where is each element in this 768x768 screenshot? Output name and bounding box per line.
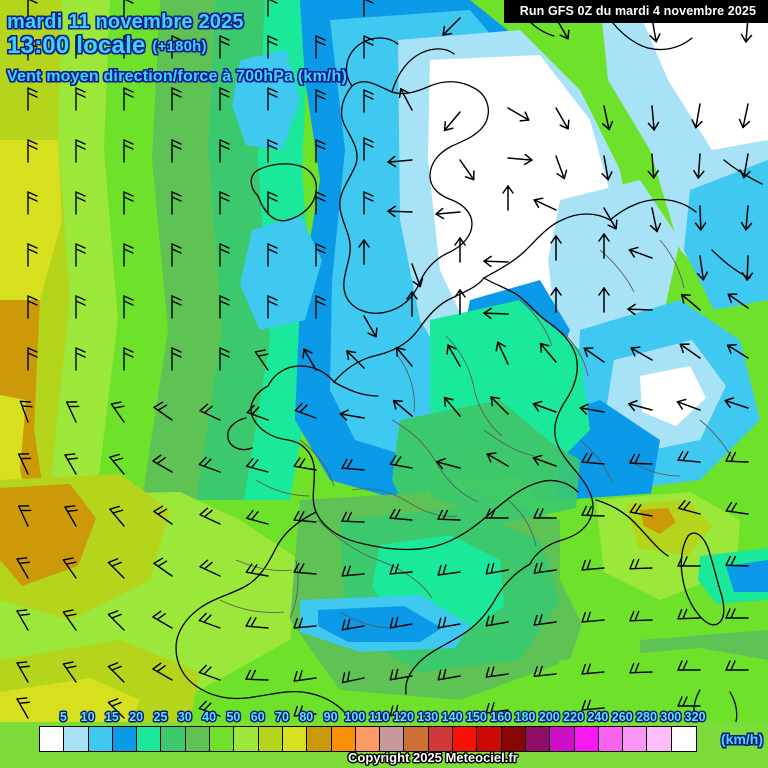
legend-swatch: [647, 727, 672, 751]
copyright-notice: Copyright 2025 Meteociel.fr: [348, 750, 518, 765]
legend-tick: 130: [417, 710, 439, 724]
legend-swatch: [210, 727, 235, 751]
wind-speed-legend: 5 10 15 20 25 30 40 50 60 70 80 90 100 110 120 130 140 15…: [0, 710, 768, 768]
legend-swatch: [428, 727, 454, 751]
legend-swatch: [671, 727, 697, 751]
legend-swatch: [40, 727, 65, 751]
legend-swatch: [234, 727, 259, 751]
legend-swatch: [404, 727, 429, 751]
legend-tick: 20: [129, 710, 144, 724]
legend-tick: 150: [465, 710, 487, 724]
legend-tick-labels: 5 10 15 20 25 30 40 50 60 70 80 90 100 110 120 130 140 15…: [0, 710, 768, 726]
legend-tick: 5: [59, 710, 67, 724]
legend-swatch: [307, 727, 332, 751]
legend-tick: 70: [275, 710, 289, 724]
legend-tick: 220: [563, 710, 585, 724]
legend-swatch: [282, 727, 308, 751]
legend-swatch: [453, 727, 478, 751]
wind-field-svg: [0, 0, 768, 722]
legend-tick: 100: [344, 710, 366, 724]
legend-swatch: [380, 727, 405, 751]
legend-swatch: [185, 727, 211, 751]
legend-swatch: [501, 727, 526, 751]
legend-swatch: [623, 727, 648, 751]
legend-swatch: [64, 727, 89, 751]
legend-tick: 300: [660, 710, 682, 724]
legend-swatch: [112, 727, 138, 751]
parameter-label: Vent moyen direction/force à 700hPa (km/…: [7, 68, 348, 85]
legend-tick: 180: [514, 710, 536, 724]
legend-swatch: [88, 727, 113, 751]
legend-tick: 50: [226, 710, 241, 724]
legend-swatch: [355, 727, 381, 751]
legend-tick: 120: [393, 710, 414, 724]
legend-tick: 60: [250, 710, 265, 724]
legend-swatch: [161, 727, 186, 751]
legend-swatch: [258, 727, 283, 751]
wind-map-canvas[interactable]: mardi 11 novembre 2025 13:00 locale (+18…: [0, 0, 768, 722]
legend-tick: 260: [611, 710, 633, 724]
legend-unit-label: (km/h): [721, 731, 763, 747]
legend-tick: 200: [538, 710, 560, 724]
legend-tick: 90: [323, 710, 338, 724]
legend-tick: 280: [636, 710, 657, 724]
legend-swatch: [598, 727, 624, 751]
legend-tick: 10: [80, 710, 95, 724]
legend-tick: 160: [490, 710, 512, 724]
legend-tick: 40: [202, 710, 217, 724]
legend-swatch: [331, 727, 356, 751]
forecast-time-value: 13:00 locale: [7, 32, 146, 59]
legend-swatch: [574, 727, 599, 751]
legend-swatch: [550, 727, 575, 751]
legend-color-strip[interactable]: [39, 726, 698, 752]
legend-tick: 140: [441, 710, 463, 724]
legend-swatch: [525, 727, 551, 751]
legend-tick: 15: [104, 710, 119, 724]
forecast-leadtime-value: (+180h): [152, 38, 207, 55]
legend-tick: 110: [369, 710, 390, 724]
legend-swatch: [477, 727, 502, 751]
legend-tick: 80: [299, 710, 314, 724]
legend-tick: 30: [177, 710, 192, 724]
legend-tick: 25: [153, 710, 168, 724]
forecast-date-label: mardi 11 novembre 2025: [7, 11, 244, 33]
forecast-time-label: 13:00 locale (+180h): [7, 32, 207, 60]
legend-tick: 320: [684, 710, 706, 724]
model-run-banner: Run GFS 0Z du mardi 4 novembre 2025: [503, 0, 768, 23]
legend-tick: 240: [587, 710, 609, 724]
legend-swatch: [137, 727, 162, 751]
